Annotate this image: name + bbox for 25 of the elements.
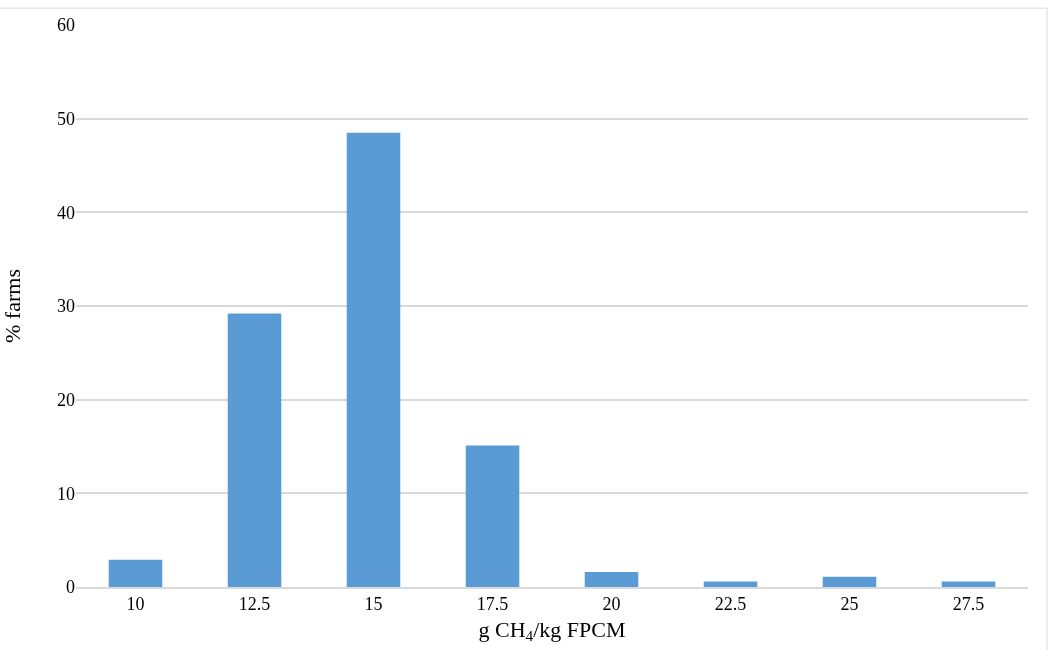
bar bbox=[465, 445, 520, 587]
y-tick-label: 30 bbox=[57, 296, 75, 317]
x-tick-label: 22.5 bbox=[714, 594, 747, 615]
x-axis-title: g CH$_{4}$/kg FPCM bbox=[478, 616, 626, 645]
x-tick-label: 15 bbox=[364, 594, 383, 615]
bar bbox=[822, 576, 877, 587]
bar bbox=[584, 572, 639, 587]
x-tick-label: 10 bbox=[126, 594, 145, 615]
x-tick-label: 25 bbox=[840, 594, 859, 615]
y-tick-label: 40 bbox=[57, 202, 75, 223]
x-tick-label: 20 bbox=[602, 594, 621, 615]
bar bbox=[941, 581, 996, 587]
y-tick-label: 60 bbox=[57, 15, 75, 36]
y-tick-label: 10 bbox=[57, 483, 75, 504]
bar bbox=[346, 132, 401, 587]
x-tick-label: 12.5 bbox=[238, 594, 271, 615]
y-tick-label: 50 bbox=[57, 108, 75, 129]
y-tick-label: 20 bbox=[57, 389, 75, 410]
x-tick-label: 27.5 bbox=[952, 594, 985, 615]
y-tick-label: 0 bbox=[66, 577, 75, 598]
bar bbox=[227, 313, 282, 587]
bar bbox=[108, 559, 163, 587]
y-axis-title: % farms bbox=[0, 269, 25, 343]
x-tick-label: 17.5 bbox=[476, 594, 509, 615]
bar bbox=[703, 581, 758, 587]
